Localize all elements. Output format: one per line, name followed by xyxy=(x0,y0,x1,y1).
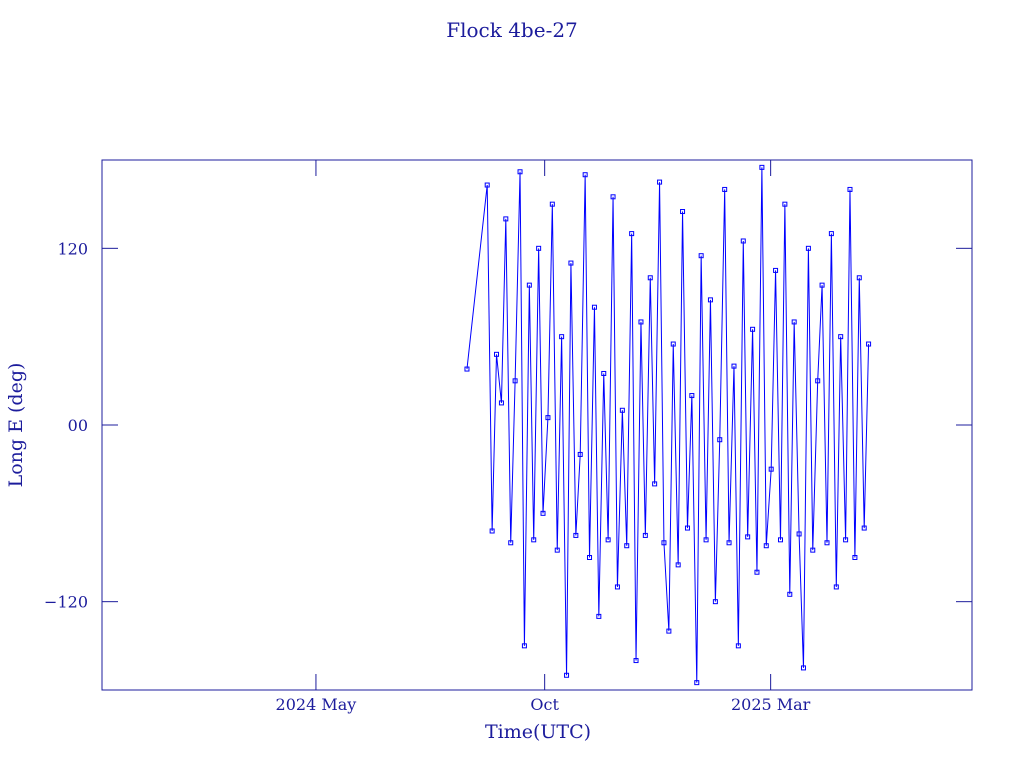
y-tick-label: 120 xyxy=(57,239,88,258)
data-point xyxy=(810,547,816,553)
data-point xyxy=(750,326,756,332)
data-point xyxy=(647,275,653,281)
data-point xyxy=(852,555,858,560)
data-point xyxy=(773,267,779,273)
data-point xyxy=(531,537,537,543)
data-point xyxy=(494,351,500,357)
data-point xyxy=(847,186,853,192)
data-point xyxy=(573,532,579,538)
data-point xyxy=(680,209,686,215)
y-tick-label: −120 xyxy=(44,593,88,612)
data-point xyxy=(796,531,802,537)
data-point xyxy=(540,510,546,516)
data-point xyxy=(843,537,849,543)
y-tick-label: 00 xyxy=(68,416,88,435)
data-point xyxy=(489,528,495,534)
data-point xyxy=(689,393,695,399)
data-point xyxy=(619,407,625,413)
data-point xyxy=(815,378,821,384)
data-point xyxy=(526,282,532,288)
data-point xyxy=(777,537,783,543)
data-point xyxy=(508,540,514,546)
data-point xyxy=(698,253,704,259)
data-point xyxy=(787,591,793,597)
data-point xyxy=(819,282,825,288)
data-point xyxy=(838,334,844,340)
plot-frame xyxy=(101,159,973,691)
data-point xyxy=(712,599,718,605)
data-point xyxy=(828,231,834,237)
data-point xyxy=(629,231,635,237)
y-axis-label: Long E (deg) xyxy=(5,363,27,488)
data-point xyxy=(582,172,588,178)
data-point xyxy=(833,584,839,590)
plot-area xyxy=(464,164,872,686)
data-point xyxy=(800,665,806,671)
data-point xyxy=(684,525,690,531)
data-point xyxy=(759,164,765,170)
data-point xyxy=(484,182,490,188)
data-point xyxy=(768,466,774,472)
data-point xyxy=(670,341,676,347)
data-point xyxy=(740,238,746,244)
data-point xyxy=(577,451,583,457)
data-point xyxy=(624,543,630,549)
data-line xyxy=(466,167,870,683)
data-point xyxy=(512,378,518,384)
data-point xyxy=(791,319,797,325)
data-point xyxy=(638,319,644,325)
data-point xyxy=(731,363,737,369)
data-point xyxy=(866,341,872,347)
x-tick-label: 2025 Mar xyxy=(731,695,811,714)
data-point xyxy=(536,245,542,251)
x-axis-label: Time(UTC) xyxy=(485,721,591,743)
data-point xyxy=(568,260,574,266)
data-point xyxy=(503,216,509,222)
data-point xyxy=(464,366,470,372)
data-point xyxy=(717,437,723,443)
data-point xyxy=(735,643,741,649)
x-tick-label: 2024 May xyxy=(276,695,357,714)
data-point xyxy=(545,415,551,421)
data-point xyxy=(856,275,862,281)
data-point xyxy=(745,534,751,540)
data-point xyxy=(610,194,616,200)
data-point xyxy=(605,537,611,543)
data-point xyxy=(596,613,602,619)
data-point xyxy=(782,201,788,207)
data-point xyxy=(633,658,639,664)
data-point xyxy=(763,543,769,549)
data-point xyxy=(824,540,830,546)
data-point xyxy=(754,569,760,575)
x-tick-label: Oct xyxy=(530,695,559,714)
data-point xyxy=(517,169,523,175)
data-point xyxy=(675,562,681,568)
chart-title: Flock 4be-27 xyxy=(446,18,578,42)
data-point xyxy=(805,245,811,251)
data-point xyxy=(657,179,663,185)
data-point xyxy=(722,186,728,192)
data-point xyxy=(707,297,713,303)
data-point xyxy=(559,334,565,340)
data-point xyxy=(642,532,648,538)
data-point xyxy=(726,540,732,546)
data-point xyxy=(661,540,667,546)
data-point xyxy=(587,555,593,560)
data-point xyxy=(564,672,570,678)
data-point xyxy=(601,370,607,376)
data-point xyxy=(614,584,620,590)
data-point xyxy=(652,481,658,487)
data-point xyxy=(549,201,555,207)
data-point xyxy=(861,525,867,531)
data-point xyxy=(703,537,709,543)
data-point xyxy=(521,643,527,649)
data-point xyxy=(694,680,700,686)
data-point xyxy=(666,628,672,634)
data-point xyxy=(554,547,560,553)
data-point xyxy=(498,400,504,406)
data-point xyxy=(591,304,597,310)
